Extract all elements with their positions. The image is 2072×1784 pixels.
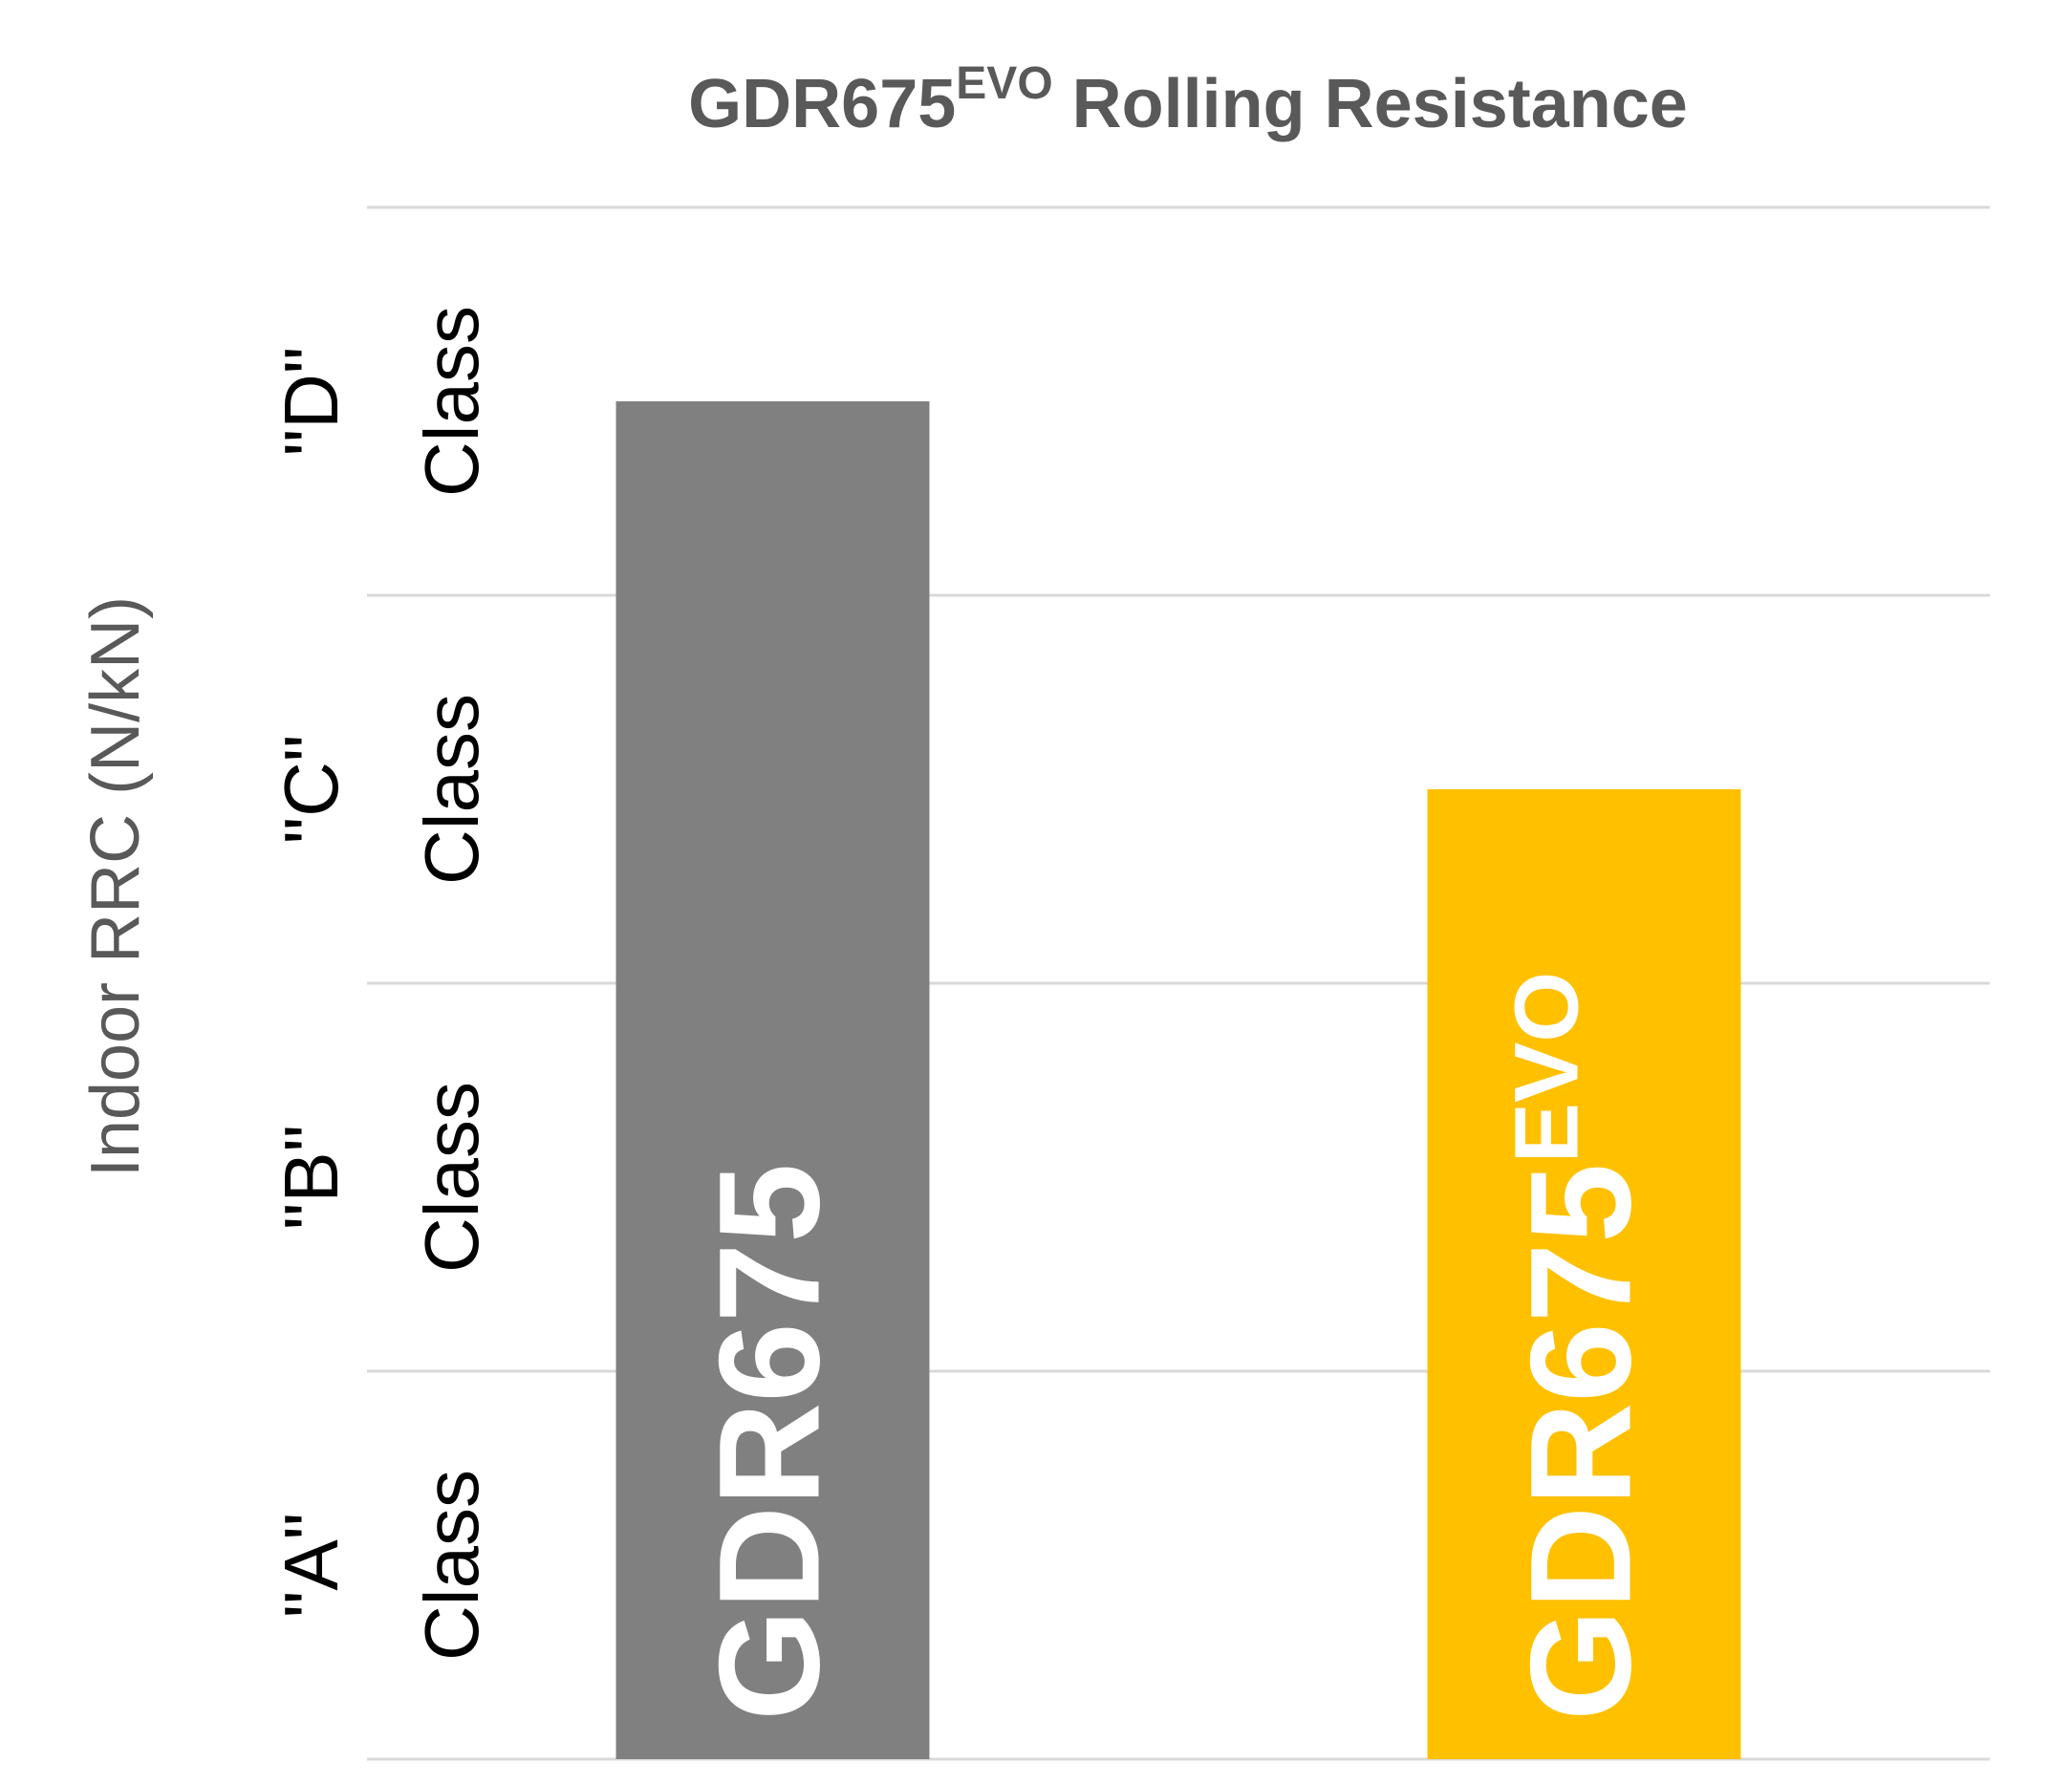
y-class-label-word: Class xyxy=(409,306,494,497)
y-axis-title: Indoor RRC (N/kN) xyxy=(77,596,154,1177)
y-class-label-word: Class xyxy=(409,1470,494,1661)
bar-label-main: GDR675 xyxy=(1500,1163,1661,1721)
bar xyxy=(1427,789,1741,1759)
bars: GDR675 GDR675EVO xyxy=(615,401,1741,1759)
y-class-label-letter: "A" xyxy=(269,1513,354,1618)
bar xyxy=(615,401,930,1759)
y-class-label-letter: "D" xyxy=(269,347,354,457)
bar-label: GDR675 xyxy=(689,1163,850,1721)
y-class-label-letter: "B" xyxy=(269,1125,354,1230)
y-class-label: "D" Class xyxy=(269,306,494,497)
chart-title: GDR675EVO Rolling Resistance xyxy=(688,58,1688,142)
y-class-label-letter: "C" xyxy=(269,735,354,845)
gridlines xyxy=(367,205,1990,1761)
y-class-label: "C" Class xyxy=(269,694,494,885)
y-class-label-word: Class xyxy=(409,1082,494,1273)
y-class-label-word: Class xyxy=(409,694,494,885)
y-class-label: "A" Class xyxy=(269,1470,494,1661)
bar-group: GDR675 xyxy=(615,401,930,1759)
y-class-label: "B" Class xyxy=(269,1082,494,1273)
bar-label-main: GDR675 xyxy=(689,1163,850,1721)
chart-title-superscript: EVO xyxy=(956,58,1052,109)
y-class-labels: "A" Class "B" Class "C" Class "D" Class xyxy=(269,306,494,1661)
chart-title-main: GDR675 xyxy=(688,66,956,142)
bar-label-superscript: EVO xyxy=(1497,972,1598,1164)
bar-label: GDR675EVO xyxy=(1497,972,1661,1721)
bar-group: GDR675EVO xyxy=(1427,789,1741,1759)
chart-title-rest: Rolling Resistance xyxy=(1053,66,1688,142)
